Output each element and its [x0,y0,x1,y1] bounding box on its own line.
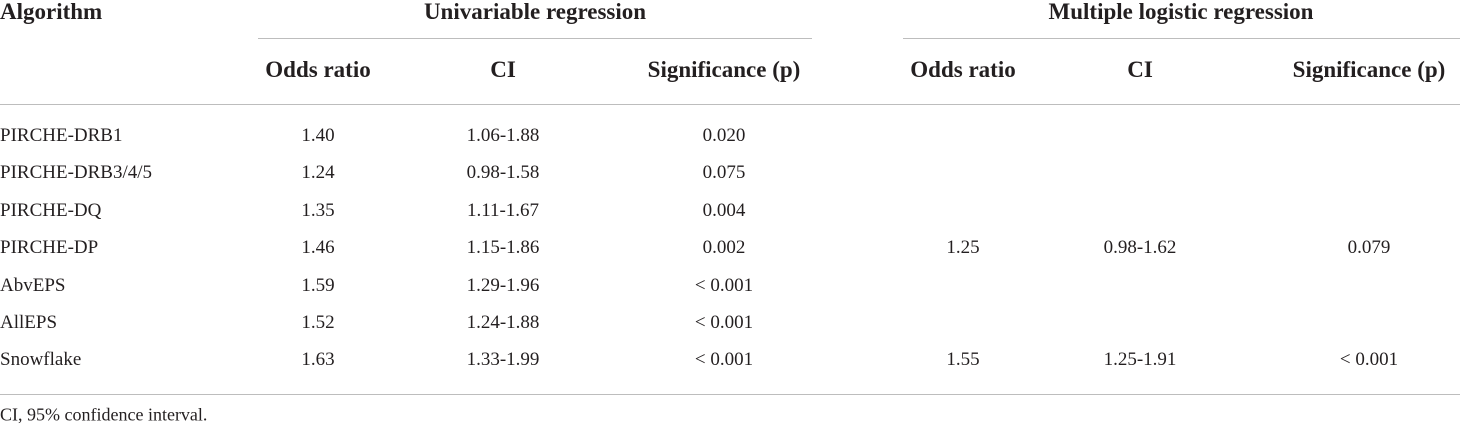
group-rule [903,38,1460,39]
cell: 0.98-1.62 [1103,237,1177,259]
cell: 1.24-1.88 [466,312,540,333]
cell: 1.29-1.96 [466,274,540,296]
cell: 0.020 [702,125,746,146]
row-label: AbvEPS [0,274,66,296]
cell: 1.15-1.86 [466,237,540,259]
column-header: Algorithm [0,0,103,24]
cell: < 0.001 [694,312,754,333]
column-header: CI [490,57,516,82]
cell: 1.25-1.91 [1103,349,1177,371]
cell: 0.98-1.58 [466,162,540,184]
column-header: CI [1127,57,1153,82]
row-label: PIRCHE-DQ [0,199,102,221]
cell: < 0.001 [694,274,754,296]
group-header: Multiple logistic regression [1048,0,1314,24]
cell: < 0.001 [1339,349,1399,371]
row-label: PIRCHE-DP [0,237,99,259]
column-header: Odds ratio [910,57,1016,82]
row-label: AllEPS [0,312,58,333]
cell: 1.33-1.99 [466,349,540,371]
cell: 0.004 [702,199,746,221]
cell: 1.59 [301,274,335,296]
cell: 0.002 [702,237,746,259]
cell: 1.63 [301,349,335,371]
column-header: Significance (p) [1292,57,1446,82]
header-rule [0,104,1460,105]
cell: 1.11-1.67 [466,199,540,221]
cell: 1.24 [301,162,335,184]
cell: 1.06-1.88 [466,125,540,146]
cell: 1.52 [301,312,335,333]
column-header: Odds ratio [265,57,371,82]
row-label: Snowflake [0,349,82,371]
group-header: Univariable regression [423,0,647,24]
footnote: CI, 95% confidence interval. [0,404,208,425]
row-label: PIRCHE-DRB1 [0,125,123,146]
row-label: PIRCHE-DRB3/4/5 [0,162,153,184]
cell: 1.35 [301,199,335,221]
cell: 1.55 [946,349,980,371]
cell: < 0.001 [694,349,754,371]
column-header: Significance (p) [647,57,801,82]
group-rule [258,38,812,39]
cell: 1.25 [946,237,980,259]
cell: 0.075 [702,162,746,184]
cell: 0.079 [1347,237,1391,259]
cell: 1.40 [301,125,335,146]
cell: 1.46 [301,237,335,259]
bottom-rule [0,394,1460,395]
